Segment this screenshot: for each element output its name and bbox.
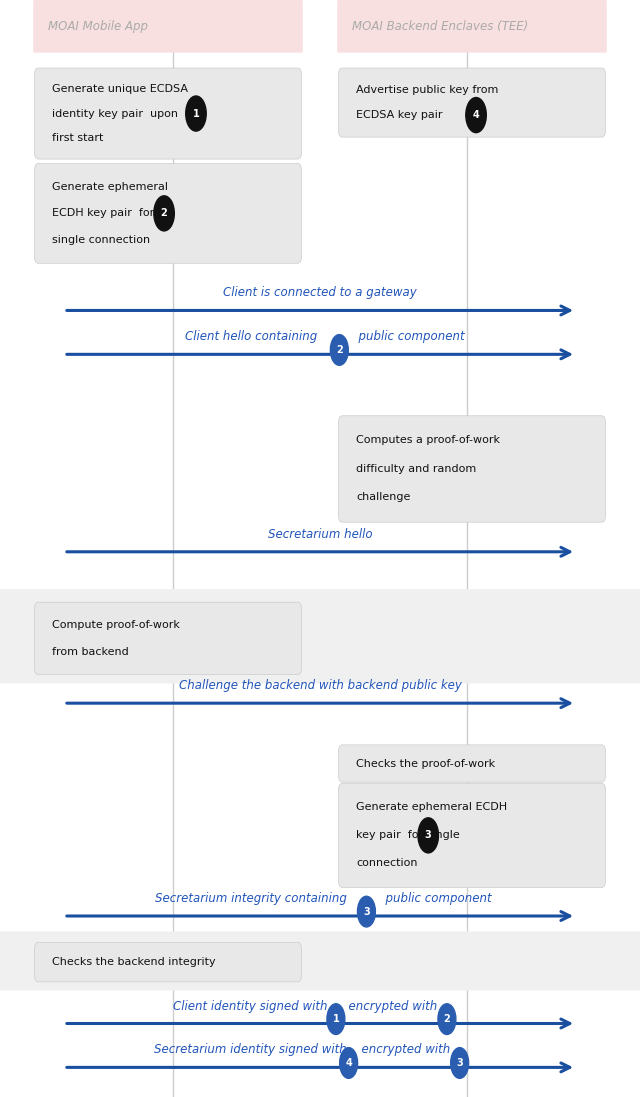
Text: 3: 3 [363, 906, 370, 917]
FancyBboxPatch shape [35, 163, 301, 263]
FancyBboxPatch shape [0, 931, 640, 991]
Circle shape [466, 98, 486, 133]
Text: from backend: from backend [52, 646, 129, 657]
Text: Secretarium identity signed with: Secretarium identity signed with [154, 1043, 351, 1056]
Text: key pair  for single: key pair for single [356, 830, 460, 840]
Text: 2: 2 [161, 208, 168, 218]
Text: Secretarium hello: Secretarium hello [268, 528, 372, 541]
Circle shape [154, 195, 174, 231]
Text: public component: public component [378, 892, 492, 905]
FancyBboxPatch shape [339, 416, 605, 522]
Text: 3: 3 [456, 1058, 463, 1068]
Text: 1: 1 [333, 1014, 339, 1025]
FancyBboxPatch shape [35, 942, 301, 982]
Text: 2: 2 [444, 1014, 451, 1025]
Text: MOAI Mobile App: MOAI Mobile App [48, 20, 148, 33]
FancyBboxPatch shape [35, 602, 301, 675]
Text: Generate ephemeral ECDH: Generate ephemeral ECDH [356, 803, 508, 813]
Text: MOAI Backend Enclaves (TEE): MOAI Backend Enclaves (TEE) [352, 20, 528, 33]
Circle shape [327, 1004, 345, 1034]
Text: Client identity signed with: Client identity signed with [173, 999, 332, 1013]
FancyBboxPatch shape [33, 0, 303, 53]
Text: encrypted with: encrypted with [341, 999, 442, 1013]
Text: challenge: challenge [356, 493, 411, 502]
Circle shape [330, 335, 348, 365]
Text: single connection: single connection [52, 235, 150, 245]
Circle shape [438, 1004, 456, 1034]
Text: Checks the proof-of-work: Checks the proof-of-work [356, 758, 495, 769]
Text: 3: 3 [425, 830, 431, 840]
Text: Challenge the backend with backend public key: Challenge the backend with backend publi… [179, 679, 461, 692]
Text: Checks the backend integrity: Checks the backend integrity [52, 957, 216, 968]
Text: Computes a proof-of-work: Computes a proof-of-work [356, 436, 500, 445]
Text: identity key pair  upon: identity key pair upon [52, 109, 179, 118]
Text: ECDH key pair  for: ECDH key pair for [52, 208, 155, 218]
Text: 1: 1 [193, 109, 199, 118]
Text: Compute proof-of-work: Compute proof-of-work [52, 620, 180, 631]
Circle shape [418, 818, 438, 853]
Text: first start: first start [52, 133, 104, 143]
Text: 2: 2 [336, 344, 342, 355]
FancyBboxPatch shape [339, 783, 605, 887]
Text: Advertise public key from: Advertise public key from [356, 86, 499, 95]
FancyBboxPatch shape [339, 745, 605, 782]
FancyBboxPatch shape [0, 589, 640, 683]
Circle shape [340, 1048, 358, 1078]
Text: public component: public component [351, 330, 465, 343]
Text: 4: 4 [345, 1058, 352, 1068]
FancyBboxPatch shape [35, 68, 301, 159]
Text: ECDSA key pair: ECDSA key pair [356, 110, 450, 120]
Text: Client hello containing: Client hello containing [185, 330, 321, 343]
FancyBboxPatch shape [339, 68, 605, 137]
Text: encrypted with: encrypted with [354, 1043, 454, 1056]
Text: Generate ephemeral: Generate ephemeral [52, 182, 168, 192]
Text: difficulty and random: difficulty and random [356, 464, 477, 474]
Circle shape [358, 896, 376, 927]
Circle shape [186, 95, 206, 131]
Text: Secretarium integrity containing: Secretarium integrity containing [156, 892, 351, 905]
FancyBboxPatch shape [337, 0, 607, 53]
Text: Generate unique ECDSA: Generate unique ECDSA [52, 84, 189, 94]
Text: Client is connected to a gateway: Client is connected to a gateway [223, 286, 417, 299]
Text: 4: 4 [473, 110, 479, 120]
Text: connection: connection [356, 858, 418, 868]
Circle shape [451, 1048, 468, 1078]
